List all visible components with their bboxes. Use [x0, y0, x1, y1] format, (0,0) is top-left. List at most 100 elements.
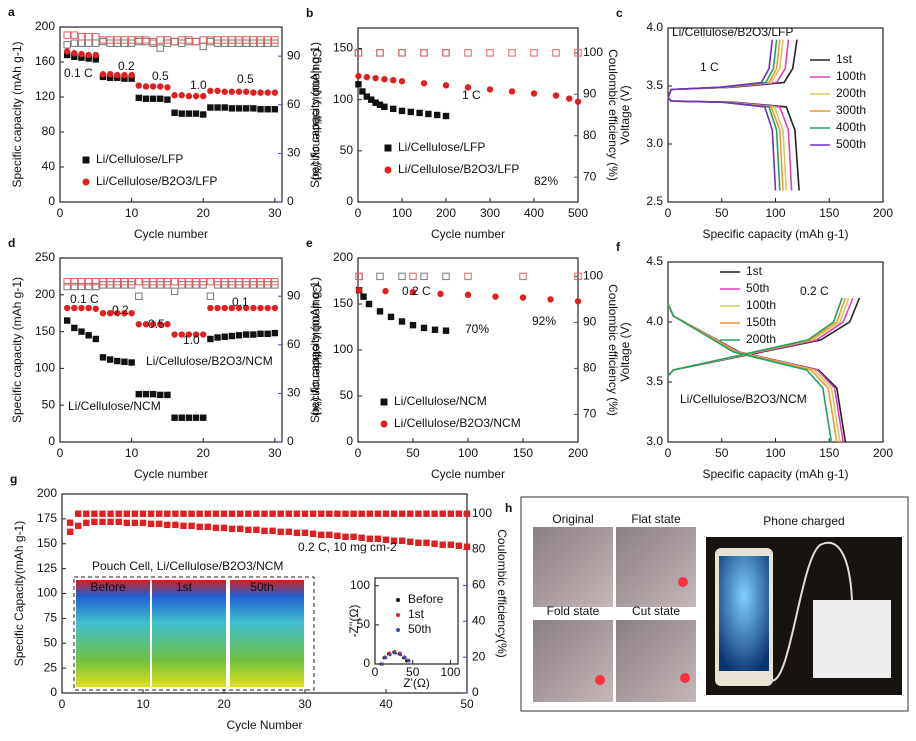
data-point	[107, 518, 114, 526]
data-point	[99, 510, 106, 517]
data-point	[423, 539, 430, 546]
data-point	[192, 277, 200, 286]
data-point	[63, 304, 71, 312]
panel-letter: g	[10, 472, 17, 486]
data-point	[256, 36, 265, 44]
data-point	[381, 103, 388, 111]
y2-tick-label: 70	[583, 407, 597, 421]
data-point	[326, 531, 333, 538]
y2-tick-label: 0	[287, 194, 294, 208]
data-point	[139, 510, 147, 517]
data-point	[185, 277, 193, 286]
data-point	[442, 82, 450, 89]
data-point	[442, 49, 450, 57]
data-line	[667, 39, 777, 191]
data-point	[63, 317, 71, 324]
data-point	[212, 510, 220, 517]
data-point	[566, 95, 573, 102]
x-tick-label: 10	[125, 446, 139, 460]
data-point	[92, 56, 100, 63]
data-line	[667, 39, 781, 191]
plot-frame	[59, 257, 283, 443]
annotation: 0.1	[232, 295, 249, 309]
data-point	[464, 291, 472, 298]
data-point	[135, 82, 142, 89]
data-point	[185, 414, 193, 421]
data-point	[415, 539, 422, 546]
data-point	[574, 49, 582, 57]
data-point	[463, 510, 471, 517]
data-point	[206, 37, 215, 46]
data-point	[63, 48, 71, 55]
data-point	[157, 321, 164, 328]
data-point	[228, 277, 236, 286]
data-point	[92, 33, 100, 41]
legend-swatch	[396, 598, 400, 602]
y-tick-label: 120	[35, 89, 55, 103]
data-point	[156, 44, 164, 52]
x-tick-label: 20	[217, 697, 231, 711]
y2-axis-label: Coulombic efficiency (%)	[310, 284, 324, 416]
legend-label: 100th	[836, 69, 866, 83]
data-point	[365, 300, 373, 308]
data-point	[77, 39, 86, 47]
y-tick-label: 2.5	[646, 194, 663, 208]
data-point	[574, 298, 582, 305]
x-tick-label: 50	[715, 206, 729, 220]
plot-frame	[374, 577, 459, 665]
data-point	[142, 277, 150, 286]
x-tick-label: 20	[197, 206, 211, 220]
y-tick-label: 50	[340, 143, 354, 157]
panel-letter: b	[306, 6, 313, 20]
data-point	[200, 414, 207, 421]
data-point	[106, 74, 114, 81]
data-point	[574, 98, 582, 105]
y-tick-label: 0	[48, 194, 55, 208]
data-point	[170, 277, 179, 286]
data-point	[256, 277, 265, 286]
photo-label: Flat state	[631, 512, 681, 526]
plot-frame	[357, 257, 579, 443]
data-point	[85, 304, 92, 312]
y-tick-label: 250	[35, 250, 55, 264]
x-tick-label: 200	[436, 206, 456, 220]
legend-label: 200th	[746, 332, 776, 346]
data-point	[149, 83, 157, 90]
data-point	[271, 277, 279, 286]
legend-swatch	[384, 144, 392, 152]
data-point	[264, 106, 271, 113]
data-point	[114, 310, 121, 317]
data-point	[170, 37, 179, 46]
y-tick-label: 3.5	[646, 374, 663, 388]
legend-label: Before	[408, 592, 444, 606]
data-point	[249, 36, 258, 44]
data-point	[70, 39, 79, 47]
data-point	[180, 510, 187, 517]
led	[678, 577, 688, 587]
data-point	[372, 74, 379, 82]
data-point	[350, 510, 357, 517]
y-tick-label: 150	[35, 324, 55, 338]
data-point	[99, 37, 107, 46]
data-point	[250, 105, 257, 112]
heatmap	[152, 580, 226, 687]
y-tick-label: 100	[37, 586, 57, 600]
y2-axis-label: Coulombic efficiency (%)	[606, 284, 620, 416]
data-point	[106, 36, 114, 44]
data-point	[393, 651, 397, 655]
x-tick-label: 100	[765, 446, 785, 460]
data-point	[221, 36, 229, 44]
annotation: 92%	[532, 314, 556, 328]
x-tick-label: 20	[197, 446, 211, 460]
led	[595, 675, 605, 685]
data-point	[157, 391, 164, 399]
data-point	[376, 308, 384, 315]
annotation: 1.0	[183, 333, 200, 347]
photo-label: Original	[552, 512, 593, 526]
data-point	[178, 414, 185, 421]
data-point	[354, 49, 363, 57]
data-point	[257, 106, 264, 113]
data-point	[398, 49, 406, 57]
legend-label: Li/Cellulose/LFP	[398, 140, 485, 154]
data-point	[257, 330, 264, 338]
